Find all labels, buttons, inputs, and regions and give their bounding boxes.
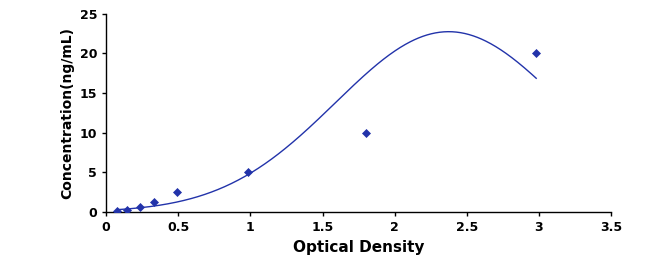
Y-axis label: Concentration(ng/mL): Concentration(ng/mL) — [60, 27, 74, 199]
X-axis label: Optical Density: Optical Density — [293, 240, 424, 255]
